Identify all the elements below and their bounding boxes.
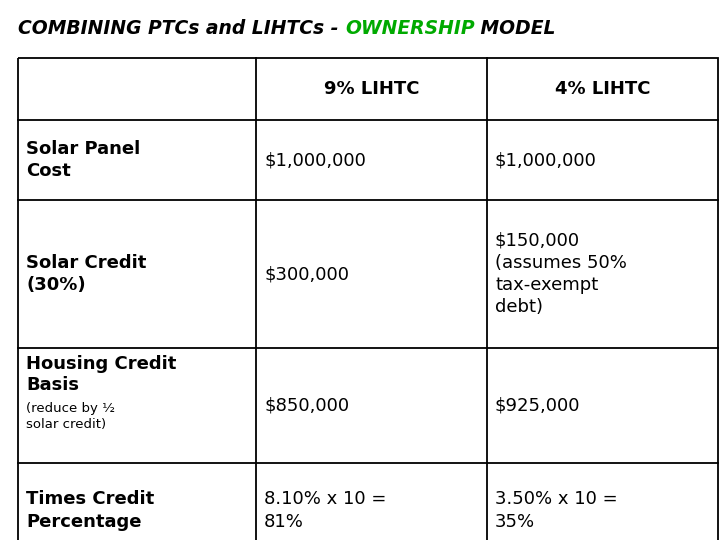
Text: $1,000,000: $1,000,000 (495, 151, 597, 169)
Text: Solar Panel
Cost: Solar Panel Cost (26, 140, 140, 180)
Text: 3.50% x 10 =
35%: 3.50% x 10 = 35% (495, 490, 618, 531)
Text: 8.10% x 10 =
81%: 8.10% x 10 = 81% (264, 490, 387, 531)
Text: Solar Credit
(30%): Solar Credit (30%) (26, 254, 146, 294)
Text: 9% LIHTC: 9% LIHTC (324, 80, 419, 98)
Text: COMBINING PTCs and LIHTCs -: COMBINING PTCs and LIHTCs - (18, 18, 345, 37)
Text: 4% LIHTC: 4% LIHTC (554, 80, 650, 98)
Text: MODEL: MODEL (474, 18, 556, 37)
Text: OWNERSHIP: OWNERSHIP (345, 18, 474, 37)
Text: $300,000: $300,000 (264, 265, 349, 283)
Text: Housing Credit
Basis: Housing Credit Basis (26, 355, 176, 395)
Text: Times Credit
Percentage: Times Credit Percentage (26, 490, 154, 531)
Text: $925,000: $925,000 (495, 396, 580, 415)
Text: $1,000,000: $1,000,000 (264, 151, 366, 169)
Text: $850,000: $850,000 (264, 396, 349, 415)
Text: $150,000
(assumes 50%
tax-exempt
debt): $150,000 (assumes 50% tax-exempt debt) (495, 232, 627, 316)
Text: (reduce by ½
solar credit): (reduce by ½ solar credit) (26, 402, 115, 431)
